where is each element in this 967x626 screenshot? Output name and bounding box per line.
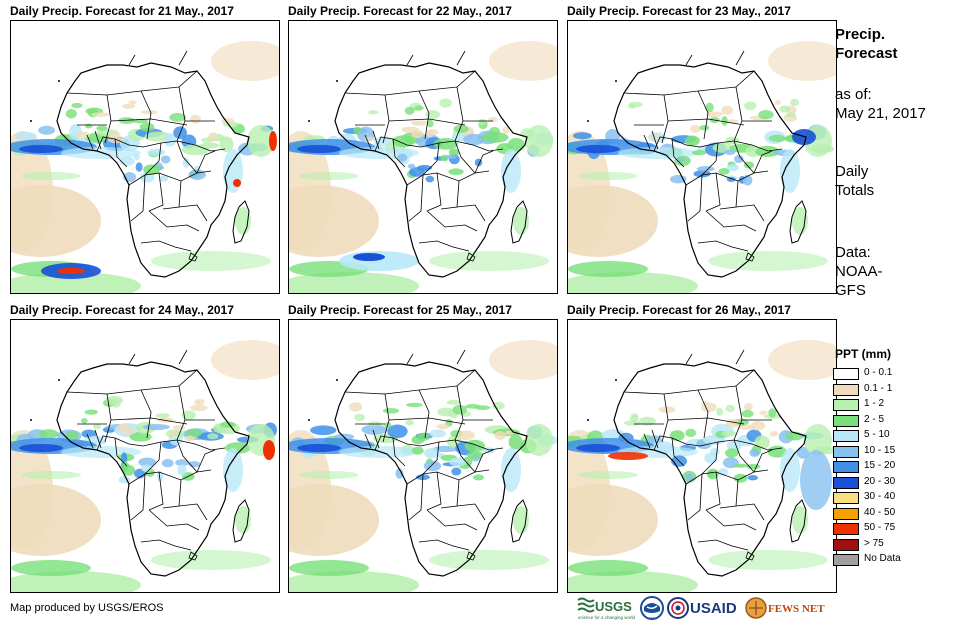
panel-title: Daily Precip. Forecast for 23 May., 2017 [567, 4, 791, 18]
sidebar-data-source: Data: NOAA- GFS [835, 243, 883, 300]
legend-swatch [833, 445, 859, 458]
legend-swatch [833, 538, 859, 551]
legend-swatch [833, 554, 859, 566]
heading-line-1: Precip. [835, 26, 886, 43]
sidebar-totals: Daily Totals [835, 162, 874, 200]
panel-title: Daily Precip. Forecast for 24 May., 2017 [10, 303, 234, 317]
noaa-logo: NOAA [639, 595, 665, 621]
usgs-tagline: science for a changing world [578, 615, 636, 620]
legend-label: No Data [864, 553, 901, 564]
totals-line-1: Daily [835, 163, 869, 180]
legend-label: 0.1 - 1 [864, 382, 893, 394]
legend-label: 40 - 50 [864, 506, 896, 518]
legend-swatch [833, 399, 859, 411]
legend-swatch [833, 507, 859, 520]
heading-line-2: Forecast [835, 45, 898, 62]
legend-label: 2 - 5 [864, 413, 885, 425]
panel-title: Daily Precip. Forecast for 22 May., 2017 [288, 4, 512, 18]
legend-label: 1 - 2 [864, 398, 885, 409]
precip-map-3 [567, 20, 837, 294]
usgs-wordmark: USGS [595, 599, 632, 614]
legend-label: 5 - 10 [864, 429, 890, 440]
totals-line-2: Totals [835, 182, 875, 199]
legend-swatch [833, 492, 859, 504]
asof-date: May 21, 2017 [835, 105, 926, 122]
legend-label: > 75 [864, 537, 884, 549]
usaid-wordmark: USAID [690, 600, 737, 617]
map-credit: Map produced by USGS/EROS [10, 602, 164, 614]
asof-label: as of: [835, 86, 872, 103]
legend-label: 30 - 40 [864, 491, 896, 502]
panel-title: Daily Precip. Forecast for 25 May., 2017 [288, 303, 512, 317]
legend-swatch [833, 476, 859, 489]
precip-map-5 [288, 319, 558, 593]
usgs-logo: USGS science for a changing world [577, 595, 637, 621]
legend-swatch [833, 414, 859, 427]
data-line-1: NOAA- [835, 263, 883, 280]
legend-swatch [833, 523, 859, 535]
legend-label: 0 - 0.1 [864, 367, 893, 378]
noaa-wordmark: NOAA [647, 617, 658, 621]
legend-label: 15 - 20 [864, 460, 896, 471]
precip-map-6 [567, 319, 837, 593]
legend-swatch [833, 383, 859, 396]
legend-swatch [833, 368, 859, 380]
precip-map-2 [288, 20, 558, 294]
sidebar-asof: as of: May 21, 2017 [835, 85, 926, 123]
fewsnet-logo: FEWS NET [745, 595, 825, 621]
precip-map-1 [10, 20, 280, 294]
fewsnet-wordmark: FEWS NET [768, 603, 825, 615]
precip-map-4 [10, 319, 280, 593]
panel-title: Daily Precip. Forecast for 21 May., 2017 [10, 4, 234, 18]
legend-swatch [833, 430, 859, 442]
usaid-logo: USAID [667, 595, 743, 621]
sidebar-heading: Precip. Forecast [835, 25, 898, 63]
legend-label: 50 - 75 [864, 522, 896, 533]
legend-title: PPT (mm) [835, 347, 892, 361]
data-label: Data: [835, 244, 871, 261]
legend-swatch [833, 461, 859, 473]
panel-title: Daily Precip. Forecast for 26 May., 2017 [567, 303, 791, 317]
data-line-2: GFS [835, 282, 866, 299]
legend-label: 20 - 30 [864, 475, 896, 487]
legend-label: 10 - 15 [864, 444, 896, 456]
